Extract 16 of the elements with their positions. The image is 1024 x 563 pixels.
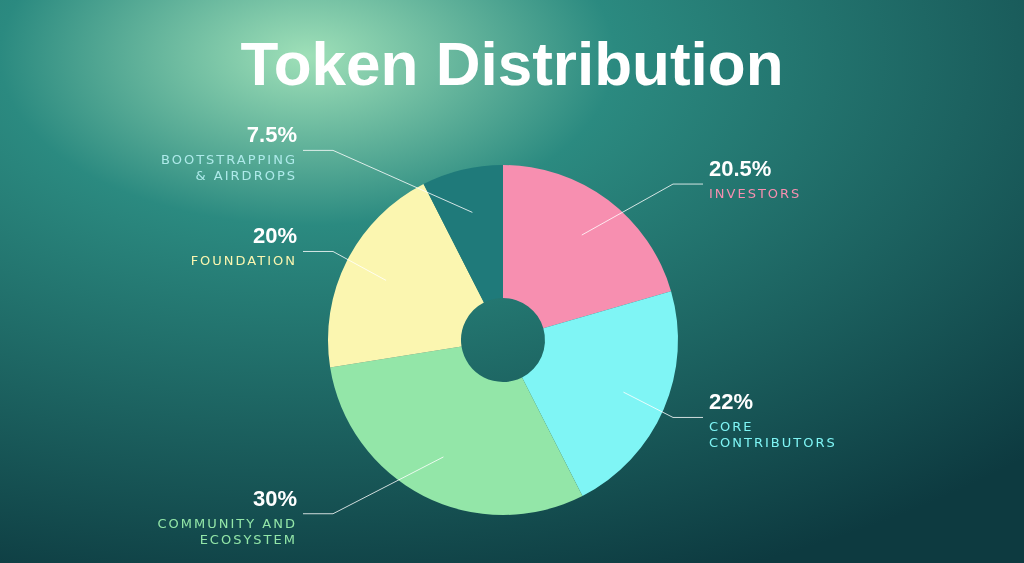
slice-label: COMMUNITY AND ECOSYSTEM bbox=[157, 515, 297, 547]
slice-label: INVESTORS bbox=[709, 186, 802, 202]
data-label: 20.5% bbox=[709, 156, 772, 182]
donut-slice bbox=[503, 165, 672, 329]
slice-label: BOOTSTRAPPING & AIRDROPS bbox=[161, 152, 297, 184]
data-label: 7.5% bbox=[246, 122, 297, 148]
data-label: 22% bbox=[709, 389, 754, 415]
donut-slice bbox=[522, 291, 678, 496]
donut-slice bbox=[328, 184, 484, 368]
donut-slice bbox=[330, 346, 583, 515]
data-label: 20% bbox=[252, 223, 297, 249]
slice-label: FOUNDATION bbox=[190, 253, 297, 269]
donut-slice bbox=[423, 165, 503, 303]
slice-label: CORE CONTRIBUTORS bbox=[709, 419, 837, 451]
data-label: 30% bbox=[252, 485, 297, 511]
chart-title: Token Distribution bbox=[240, 29, 784, 98]
